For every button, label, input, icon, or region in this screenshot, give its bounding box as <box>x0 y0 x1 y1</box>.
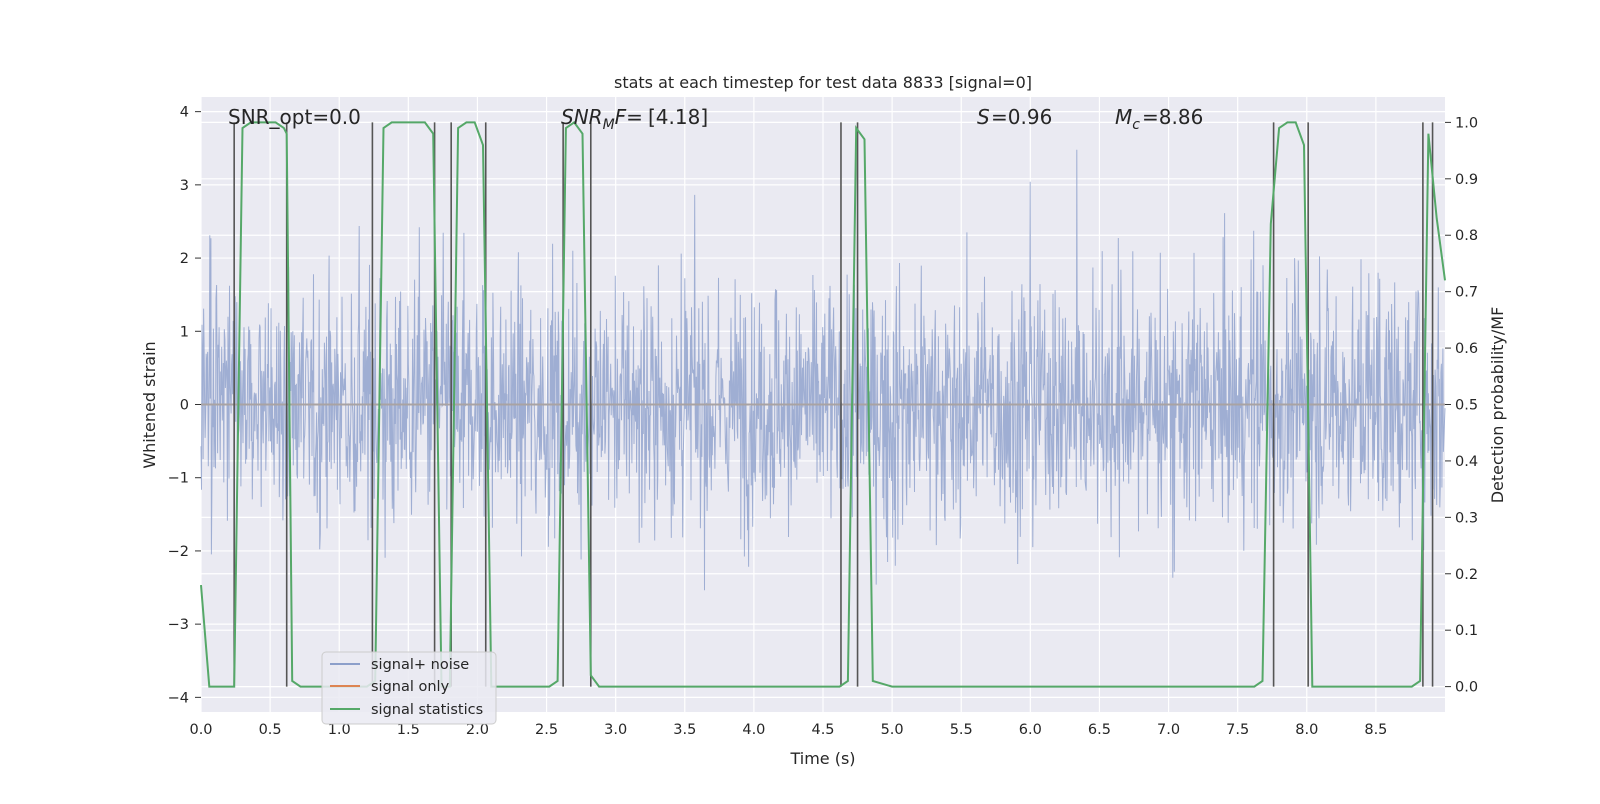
x-tick-label: 8.5 <box>1364 722 1387 738</box>
x-tick-label: 0.0 <box>189 722 212 738</box>
x-tick-label: 6.5 <box>1088 722 1111 738</box>
x-tick-label: 2.5 <box>535 722 558 738</box>
x-tick-label: 7.5 <box>1226 722 1249 738</box>
x-tick-label: 4.0 <box>742 722 765 738</box>
x-tick-labels: 0.0 0.5 1.0 1.5 2.0 2.5 3.0 3.5 4.0 4.5 5.0 5.5 6.0 6… <box>189 722 1387 738</box>
annotation-s-value: =0.96 <box>991 105 1052 129</box>
annotation-mc-value: =8.86 <box>1142 105 1203 129</box>
y-tick-labels: −4 −3 −2 −1 0 1 2 3 4 <box>168 105 201 706</box>
y2-tick-label: 0.2 <box>1455 567 1478 583</box>
legend-box <box>321 651 497 725</box>
y-tick-label: 1 <box>180 324 189 340</box>
x-tick-label: 8.0 <box>1295 722 1318 738</box>
x-tick-label: 0.5 <box>259 722 282 738</box>
y-tick-label: 0 <box>180 398 189 414</box>
x-tick-label: 4.5 <box>811 722 834 738</box>
y-axis-label: Whitened strain <box>140 341 159 468</box>
y-tick-label: −2 <box>168 544 189 560</box>
y2-tick-labels: 0.0 0.1 0.2 0.3 0.4 0.5 0.6 0.7 0.8 0.9 1.0 <box>1445 115 1478 696</box>
x-axis-label: Time (s) <box>789 749 855 768</box>
x-tick-label: 5.0 <box>881 722 904 738</box>
series-trigger-markers <box>233 122 1434 687</box>
annotation-mc: Mc =8.86 <box>1115 105 1203 133</box>
y2-tick-label: 0.8 <box>1455 228 1478 244</box>
x-tick-label: 2.0 <box>466 722 489 738</box>
x-tick-label: 6.0 <box>1019 722 1042 738</box>
y2-tick-label: 0.6 <box>1455 341 1478 357</box>
y2-tick-label: 1.0 <box>1455 115 1478 131</box>
legend-label: signal only <box>371 679 450 695</box>
series-signal-statistics <box>200 121 1446 688</box>
x-tick-label: 1.5 <box>397 722 420 738</box>
legend-item-signal-only: signal only <box>330 679 450 695</box>
y-tick-label: −1 <box>168 471 189 487</box>
statistics-line <box>200 121 1446 688</box>
x-tick-label: 5.5 <box>950 722 973 738</box>
y-tick-label: 2 <box>180 251 189 267</box>
annotation-snr-opt: SNR_opt=0.0 <box>228 105 361 129</box>
y-tick-label: 4 <box>180 105 189 121</box>
y-tick-label: 3 <box>180 178 189 194</box>
x-tick-label: 1.0 <box>328 722 351 738</box>
chart-title: stats at each timestep for test data 883… <box>614 73 1032 92</box>
x-tick-label: 7.0 <box>1157 722 1180 738</box>
y-tick-label: −3 <box>168 617 189 633</box>
legend-label: signal statistics <box>371 702 483 718</box>
annotation-s: S =0.96 <box>977 105 1052 129</box>
y2-tick-label: 0.1 <box>1455 623 1478 639</box>
annotation-snr-mf: SNRMF= [4.18] <box>561 105 708 133</box>
y-tick-label: −4 <box>168 690 189 706</box>
y2-tick-label: 0.4 <box>1455 454 1478 470</box>
legend: signal+ noise signal only signal statist… <box>321 651 497 725</box>
annotation-s-symbol: S <box>977 105 990 129</box>
legend-label: signal+ noise <box>371 657 469 673</box>
x-tick-label: 3.5 <box>673 722 696 738</box>
y2-tick-label: 0.0 <box>1455 680 1478 696</box>
x-tick-label: 3.0 <box>604 722 627 738</box>
y2-tick-label: 0.3 <box>1455 510 1478 526</box>
legend-item-signal-noise: signal+ noise <box>330 657 469 673</box>
y2-tick-label: 0.9 <box>1455 172 1478 188</box>
annotation-snr-mf-symbol: SNRMF= <box>561 105 643 133</box>
y2-tick-label: 0.5 <box>1455 398 1478 414</box>
y2-tick-label: 0.7 <box>1455 285 1478 301</box>
y2-axis-label: Detection probability/MF <box>1488 307 1507 504</box>
annotation-snr-mf-value: [4.18] <box>648 105 708 129</box>
legend-item-signal-statistics: signal statistics <box>330 702 483 718</box>
